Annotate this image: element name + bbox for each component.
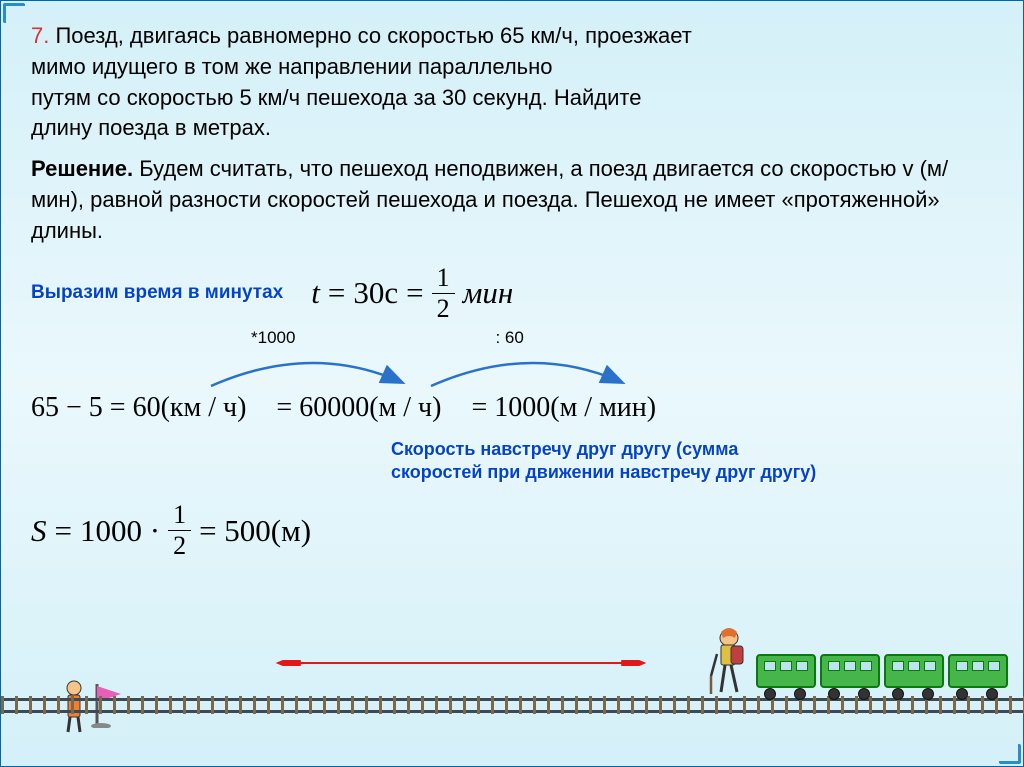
- conversion-labels: *1000 : 60: [251, 328, 993, 348]
- time-label: Выразим время в минутах: [31, 282, 283, 304]
- problem-number: 7.: [31, 23, 49, 48]
- train-car: [756, 654, 816, 698]
- answer-formula: S = 1000 · 1 2 = 500(м): [31, 502, 993, 559]
- solution-label: Решение.: [31, 156, 133, 181]
- problem-text: 7. Поезд, двигаясь равномерно со скорост…: [31, 21, 993, 144]
- train-car: [884, 654, 944, 698]
- solution-text: Решение. Будем считать, что пешеход непо…: [31, 154, 993, 246]
- conversion-row: 65 − 5 = 60(км / ч) = 60000(м / ч) = 100…: [31, 392, 993, 424]
- time-expression-row: Выразим время в минутах t = 30c = 1 2 ми…: [31, 265, 993, 322]
- train-car: [948, 654, 1008, 698]
- slide-content: 7. Поезд, двигаясь равномерно со скорост…: [1, 1, 1023, 579]
- conversion-arcs: [191, 348, 711, 388]
- train-car: [820, 654, 880, 698]
- time-formula: t = 30c = 1 2 мин: [311, 265, 513, 322]
- slide-corner-br: [999, 744, 1021, 764]
- distance-arrow: [151, 660, 771, 666]
- train-icon: [756, 654, 1008, 698]
- pedestrian-icon: [701, 626, 751, 696]
- conversion-formula: 65 − 5 = 60(км / ч) = 60000(м / ч) = 100…: [31, 392, 993, 424]
- note-text: Скорость навстречу друг другу (сумма ско…: [391, 438, 993, 485]
- slide-corner-tl: [3, 3, 25, 23]
